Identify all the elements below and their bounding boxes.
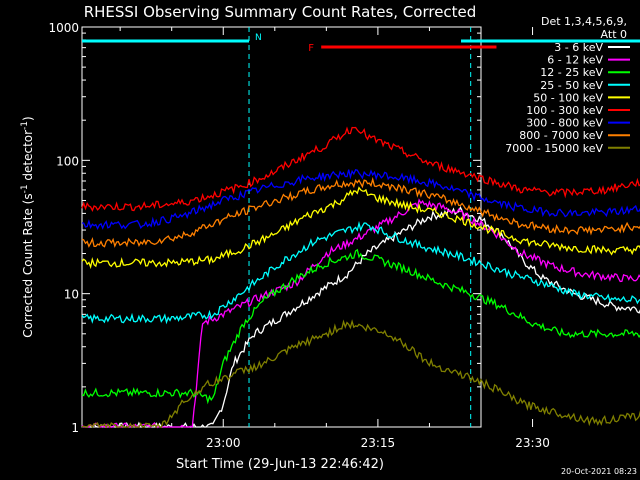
legend-label: 300 - 800 keV bbox=[526, 117, 603, 130]
legend-label: 3 - 6 keV bbox=[554, 41, 603, 54]
y-axis-label-sup2: -1 bbox=[20, 121, 30, 130]
series-line-4 bbox=[81, 220, 640, 325]
legend-header-line-1: Det 1,3,4,5,6,9, bbox=[541, 15, 627, 28]
series-line-3 bbox=[81, 248, 640, 405]
series-line-5 bbox=[81, 186, 640, 270]
flare-label: F bbox=[308, 43, 314, 54]
y-axis-label-end: ) bbox=[21, 116, 35, 121]
y-tick-label: 100 bbox=[56, 154, 79, 168]
x-tick-label: 23:00 bbox=[206, 436, 241, 450]
chart-title: RHESSI Observing Summary Count Rates, Co… bbox=[84, 3, 477, 21]
legend-header-line-2: Att 0 bbox=[601, 28, 627, 41]
legend-label: 50 - 100 keV bbox=[533, 91, 603, 104]
legend-label: 6 - 12 keV bbox=[547, 54, 603, 67]
series-line-7 bbox=[81, 169, 640, 231]
legend-label: 800 - 7000 keV bbox=[519, 129, 603, 142]
legend-label: 7000 - 15000 keV bbox=[505, 142, 603, 155]
y-axis-label-main: Corrected Count Rate (s bbox=[21, 193, 35, 337]
x-tick-label: 23:15 bbox=[361, 436, 396, 450]
series-line-2 bbox=[81, 198, 640, 428]
y-tick-label: 1 bbox=[71, 421, 79, 435]
series-lines bbox=[81, 126, 640, 429]
x-axis-label: Start Time (29-Jun-13 22:46:42) bbox=[176, 457, 384, 472]
legend-label: 12 - 25 keV bbox=[540, 66, 603, 79]
legend-label: 25 - 50 keV bbox=[540, 79, 603, 92]
series-line-8 bbox=[81, 176, 640, 248]
footer-date: 20-Oct-2021 08:23 bbox=[561, 467, 637, 476]
night-label: N bbox=[255, 33, 262, 43]
y-axis-label: Corrected Count Rate (s-1 detector-1) bbox=[20, 116, 35, 337]
legend-label: 100 - 300 keV bbox=[526, 104, 603, 117]
y-tick-label: 10 bbox=[64, 288, 79, 302]
observing-markers: NF bbox=[82, 27, 640, 427]
y-axis-label-sup1: -1 bbox=[20, 184, 30, 193]
y-axis-label-mid: detector bbox=[21, 130, 35, 185]
y-tick-label: 1000 bbox=[48, 21, 79, 35]
series-line-9 bbox=[81, 319, 640, 429]
series-line-6 bbox=[81, 126, 640, 212]
x-tick-label: 23:30 bbox=[515, 436, 550, 450]
